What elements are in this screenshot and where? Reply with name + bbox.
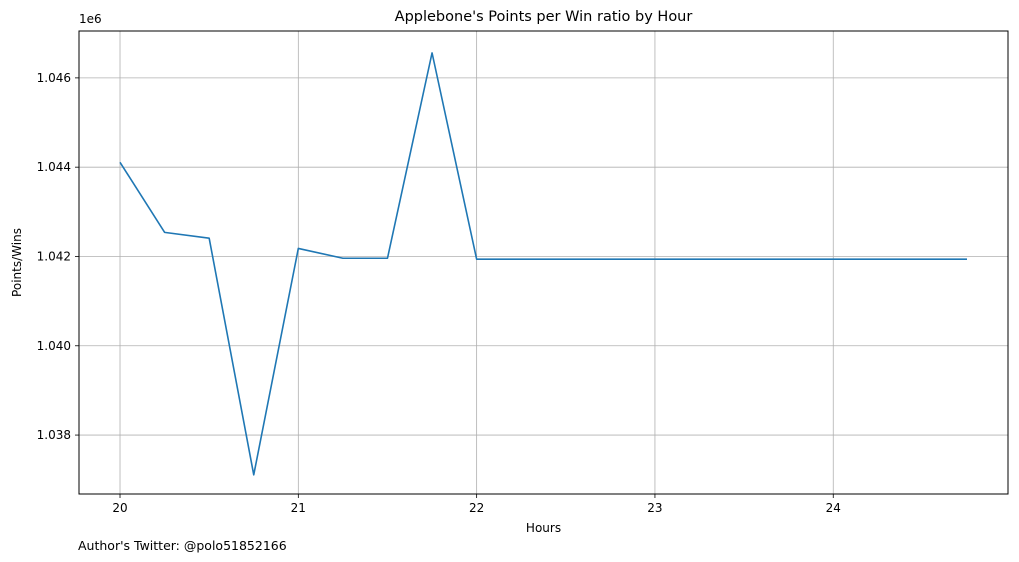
y-tick-label: 1.038 (37, 428, 71, 442)
y-axis-offset-label: 1e6 (79, 12, 102, 26)
y-axis-label: Points/Wins (10, 228, 24, 297)
y-tick-label: 1.042 (37, 249, 71, 263)
x-axis-label: Hours (526, 521, 561, 535)
y-tick-label: 1.046 (37, 71, 71, 85)
y-tick-label: 1.040 (37, 339, 71, 353)
x-tick-label: 21 (291, 501, 306, 515)
series-layer (119, 52, 967, 476)
series-line (119, 52, 967, 476)
author-footnote: Author's Twitter: @polo51852166 (78, 538, 287, 553)
x-tick-label: 22 (469, 501, 484, 515)
x-tick-label: 20 (112, 501, 127, 515)
grid-layer (79, 31, 1008, 494)
tick-layer: 20 21 22 23 24 1.038 1.040 1.042 1.044 1.046 (37, 71, 841, 515)
x-tick-label: 23 (647, 501, 662, 515)
plot-frame (78, 30, 1009, 495)
y-tick-label: 1.044 (37, 160, 71, 174)
x-tick-label: 24 (826, 501, 841, 515)
chart-title: Applebone's Points per Win ratio by Hour (395, 9, 693, 25)
